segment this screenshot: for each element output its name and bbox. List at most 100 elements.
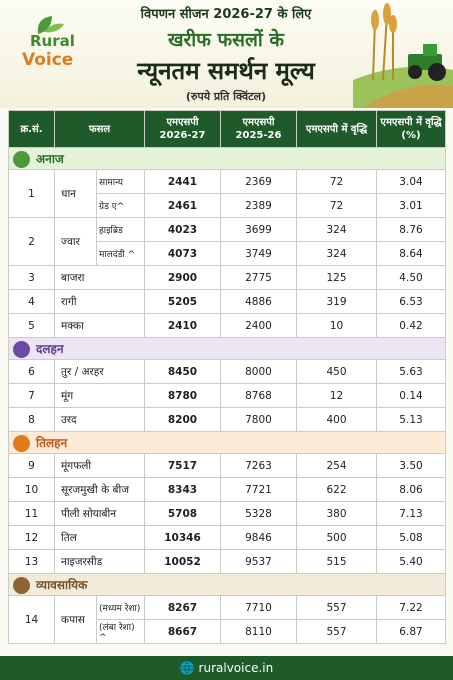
value-cell: 3749 [220, 241, 297, 266]
value-cell: 557 [296, 619, 377, 644]
value-cell: 72 [296, 169, 377, 194]
serial-number: 14 [8, 595, 55, 644]
value-cell: 4886 [220, 289, 297, 314]
serial-number: 12 [8, 525, 55, 550]
value-cell: 450 [296, 359, 377, 384]
crop-name: बाजरा [54, 265, 145, 290]
group-cell: व्यावसायिक [8, 573, 446, 596]
value-cell: 7263 [220, 453, 297, 478]
value-cell: 2775 [220, 265, 297, 290]
brand-part: Rural [30, 32, 75, 50]
group-cell: तिलहन [8, 431, 446, 454]
group-row: दलहन [8, 337, 446, 360]
column-header: एमएसपी 2025-26 [220, 110, 297, 148]
value-cell: 5.63 [376, 359, 446, 384]
crop-name: धान [54, 169, 97, 218]
value-cell: 8.64 [376, 241, 446, 266]
crop-name: सूरजमुखी के बीज [54, 477, 145, 502]
variety: (लंबा रेशा) ^ [96, 619, 145, 644]
serial-number: 11 [8, 501, 55, 526]
data-row: 1 धान सामान्य 2441 2369 72 3.04 [8, 169, 446, 218]
serial-number: 9 [8, 453, 55, 478]
value-cell: 5205 [144, 289, 221, 314]
crop-name: रागी [54, 289, 145, 314]
group-name: तिलहन [36, 435, 68, 450]
data-row: 11 पीली सोयाबीन 5708 5328 380 7.13 [8, 501, 446, 526]
value-cell: 324 [296, 241, 377, 266]
crop-name: मक्का [54, 313, 145, 338]
group-icon [13, 576, 30, 594]
value-cell: 324 [296, 217, 377, 242]
value-cell: 0.14 [376, 383, 446, 408]
value-cell: 8780 [144, 383, 221, 408]
value-cell: 5.08 [376, 525, 446, 550]
variety: ग्रेड ए^ [96, 193, 145, 218]
value-cell: 8.06 [376, 477, 446, 502]
title-line: खरीफ फसलों के [167, 29, 284, 51]
header-row: क्र.सं. फसल एमएसपी 2026-27 एमएसपी 2025-26 एम… [8, 110, 446, 148]
value-cell: 515 [296, 549, 377, 574]
titles: विपणन सीजन 2026-27 के लिए खरीफ फसलों के … [96, 4, 356, 104]
value-cell: 622 [296, 477, 377, 502]
value-cell: 0.42 [376, 313, 446, 338]
data-row: 4 रागी 5205 4886 319 6.53 [8, 289, 446, 314]
serial-number: 10 [8, 477, 55, 502]
crop-name: कपास [54, 595, 97, 644]
msp-table: क्र.सं. फसल एमएसपी 2026-27 एमएसपी 2025-26 एम… [8, 110, 446, 644]
value-cell: 10 [296, 313, 377, 338]
title-line: विपणन सीजन 2026-27 के लिए [140, 7, 312, 22]
group-cell: दलहन [8, 337, 446, 360]
website: ruralvoice.in [198, 661, 274, 675]
table-body: अनाज 1 धान सामान्य 2441 2369 72 3.04 ग्रेड ए^ 246… [8, 147, 446, 644]
serial-number: 5 [8, 313, 55, 338]
value-cell: 4073 [144, 241, 221, 266]
value-cell: 72 [296, 193, 377, 218]
footer: 🌐 ruralvoice.in [0, 656, 453, 680]
value-cell: 2389 [220, 193, 297, 218]
group-row: अनाज [8, 147, 446, 170]
value-cell: 8200 [144, 407, 221, 432]
title-line: (रुपये प्रति क्विंटल) [185, 90, 267, 103]
header: Rural Voice विपणन सीजन 2026-27 के लिए खर… [0, 0, 453, 108]
value-cell: 6.87 [376, 619, 446, 644]
value-cell: 8450 [144, 359, 221, 384]
value-cell: 7710 [220, 595, 297, 620]
value-cell: 5708 [144, 501, 221, 526]
data-row: 10 सूरजमुखी के बीज 8343 7721 622 8.06 [8, 477, 446, 502]
value-cell: 8.76 [376, 217, 446, 242]
value-cell: 500 [296, 525, 377, 550]
data-row: मालदंडी ^ 4073 3749 324 8.64 [9, 241, 446, 266]
value-cell: 7721 [220, 477, 297, 502]
value-cell: 319 [296, 289, 377, 314]
value-cell: 7800 [220, 407, 297, 432]
value-cell: 2461 [144, 193, 221, 218]
data-row: 3 बाजरा 2900 2775 125 4.50 [8, 265, 446, 290]
column-header: फसल [54, 110, 145, 148]
value-cell: 557 [296, 595, 377, 620]
crop-name: पीली सोयाबीन [54, 501, 145, 526]
value-cell: 9846 [220, 525, 297, 550]
group-icon [13, 150, 30, 168]
value-cell: 3699 [220, 217, 297, 242]
crop-name: मूंगफली [54, 453, 145, 478]
logo: Rural Voice [8, 14, 88, 78]
value-cell: 7.22 [376, 595, 446, 620]
value-cell: 400 [296, 407, 377, 432]
data-row: 6 तुर / अरहर 8450 8000 450 5.63 [8, 359, 446, 384]
value-cell: 8267 [144, 595, 221, 620]
variety: सामान्य [96, 169, 145, 194]
serial-number: 1 [8, 169, 55, 218]
value-cell: 8768 [220, 383, 297, 408]
group-name: दलहन [36, 341, 64, 356]
serial-number: 7 [8, 383, 55, 408]
value-cell: 5.13 [376, 407, 446, 432]
column-header: एमएसपी में वृद्धि [296, 110, 377, 148]
value-cell: 8667 [144, 619, 221, 644]
variety: हाइब्रिड [96, 217, 145, 242]
group-name: व्यावसायिक [36, 577, 88, 592]
value-cell: 2400 [220, 313, 297, 338]
value-cell: 10052 [144, 549, 221, 574]
crop-name: नाइजरसीड [54, 549, 145, 574]
data-row: 13 नाइजरसीड 10052 9537 515 5.40 [8, 549, 446, 574]
